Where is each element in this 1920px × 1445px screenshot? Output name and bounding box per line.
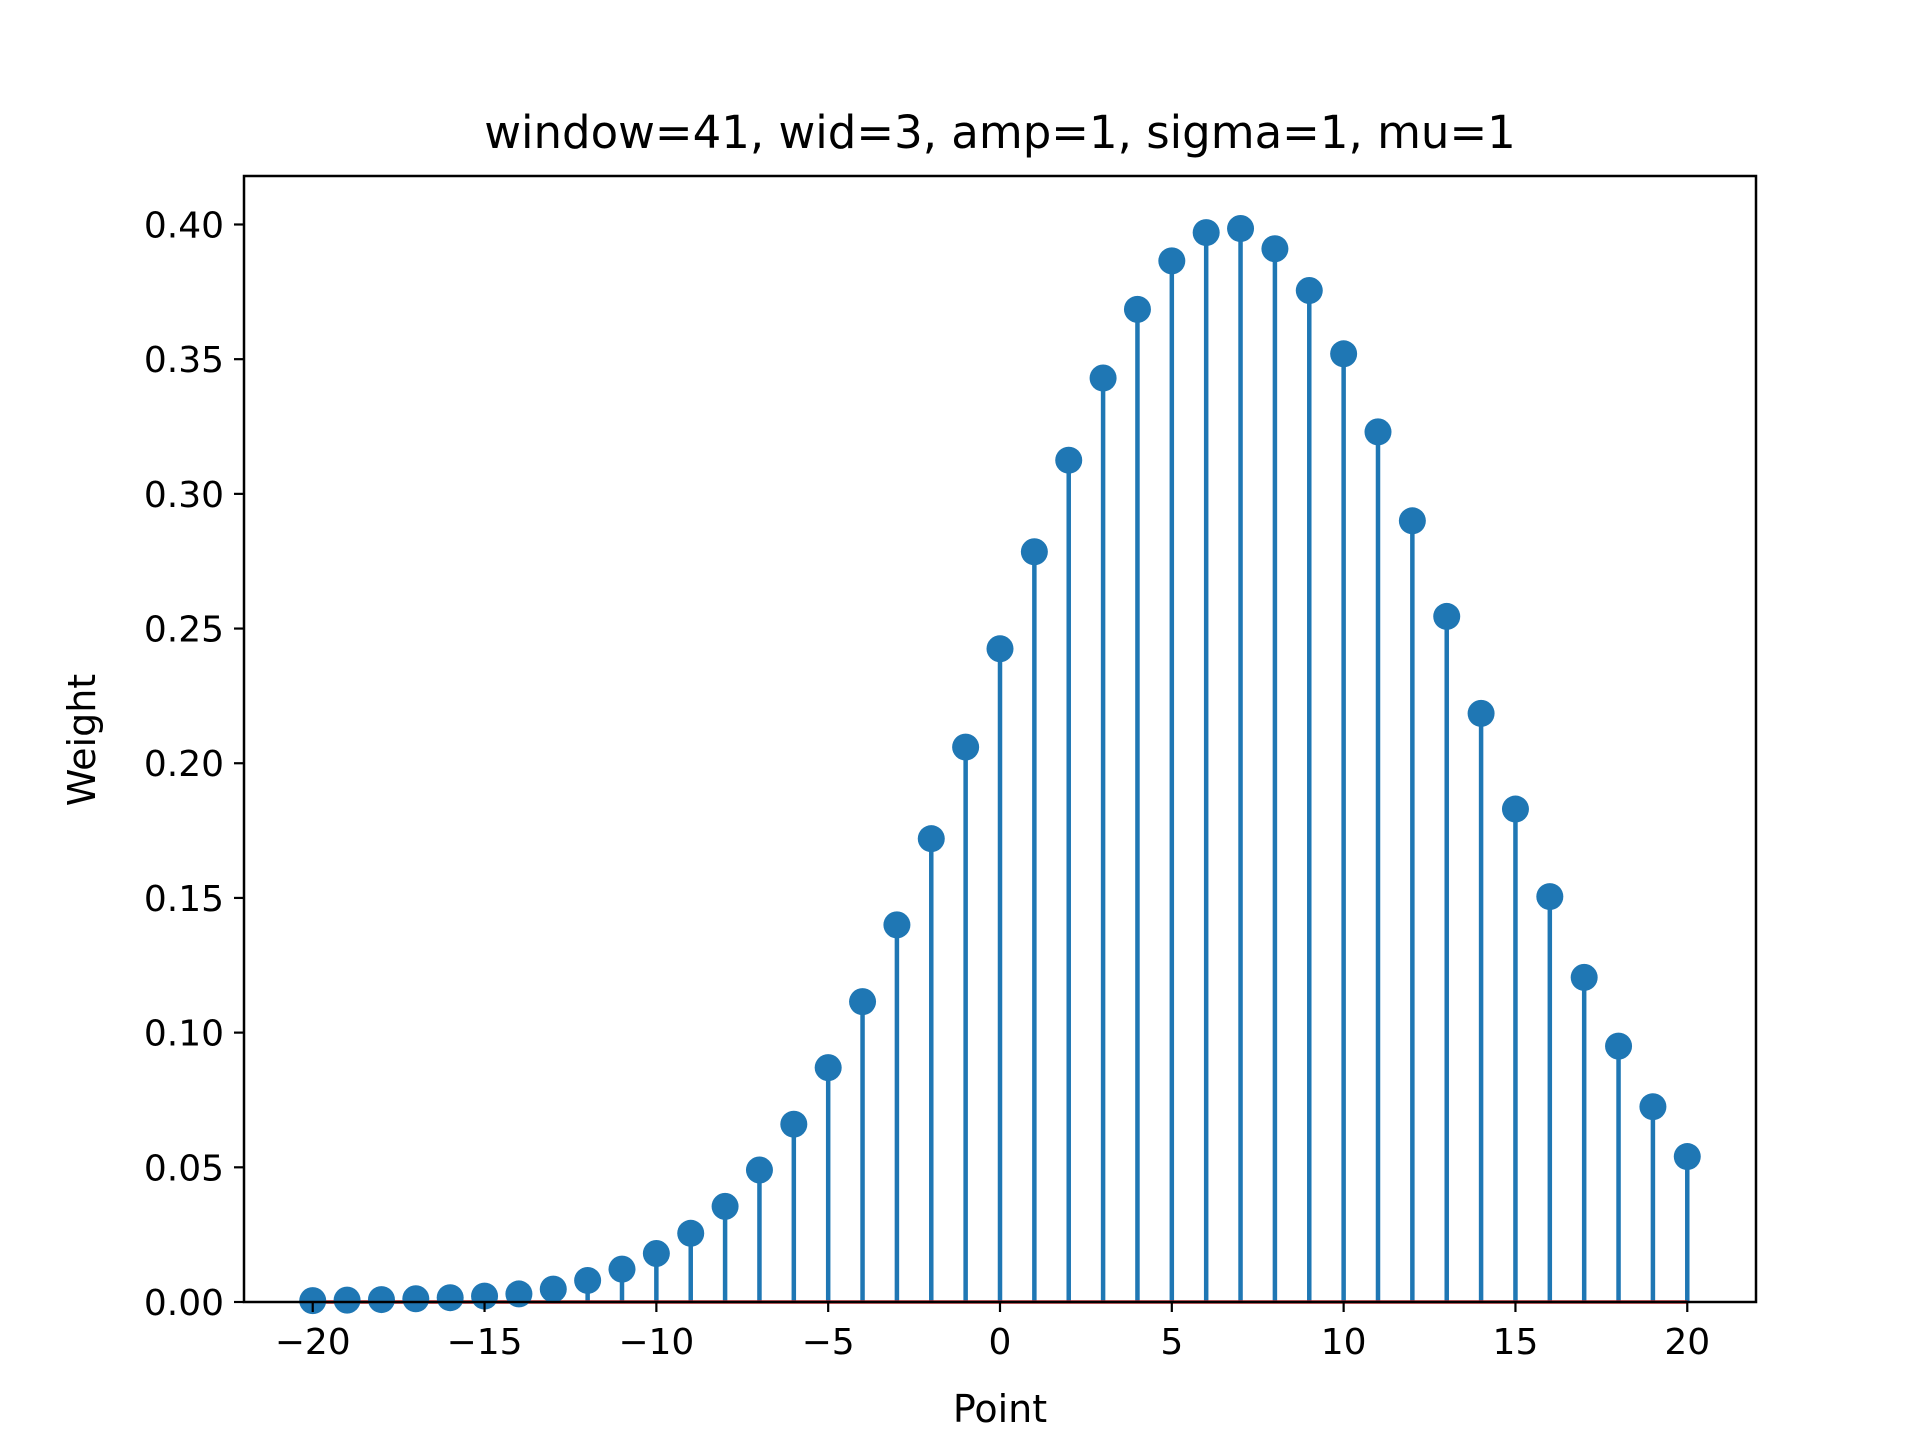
stem-marker	[745, 1156, 773, 1184]
stem-marker	[1639, 1093, 1667, 1121]
stem-marker	[333, 1286, 361, 1314]
markers-layer	[299, 215, 1701, 1315]
x-tick-label: 20	[1664, 1322, 1710, 1363]
stem-marker	[1673, 1143, 1701, 1171]
y-axis-label: Weight	[60, 674, 104, 806]
stem-marker	[505, 1280, 533, 1308]
stem-marker	[1330, 340, 1358, 368]
x-axis: −20 −15 −10 −5 0 5 10 15 20	[275, 1302, 1710, 1363]
stem-marker	[436, 1284, 464, 1312]
stem-marker	[1433, 602, 1461, 630]
stem-marker	[1192, 219, 1220, 247]
chart-title: window=41, wid=3, amp=1, sigma=1, mu=1	[484, 106, 1516, 159]
y-tick-label: 0.40	[144, 205, 224, 246]
stem-marker	[1261, 235, 1289, 263]
stem-marker	[608, 1255, 636, 1283]
y-axis: 0.00 0.05 0.10 0.15 0.20 0.25 0.30 0.35 0.40	[144, 205, 244, 1324]
stem-marker	[367, 1286, 395, 1314]
x-tick-label: −10	[618, 1322, 694, 1363]
stem-marker	[1227, 215, 1255, 243]
stem-marker	[1536, 883, 1564, 911]
y-tick-label: 0.25	[144, 610, 224, 651]
stem-marker	[1089, 364, 1117, 392]
stem-marker	[711, 1192, 739, 1220]
stem-marker	[574, 1266, 602, 1294]
stem-marker	[1020, 538, 1048, 566]
x-tick-label: −5	[802, 1322, 855, 1363]
stem-marker	[814, 1054, 842, 1082]
stem-marker	[1364, 418, 1392, 446]
stems-layer	[310, 228, 1690, 1302]
x-tick-label: 5	[1160, 1322, 1183, 1363]
stem-marker	[1570, 963, 1598, 991]
stem-marker	[1501, 795, 1529, 823]
y-tick-label: 0.15	[144, 879, 224, 920]
stem-marker	[1398, 507, 1426, 535]
stem-marker	[677, 1219, 705, 1247]
stem-marker	[1158, 247, 1186, 275]
x-tick-label: −20	[275, 1322, 351, 1363]
stem-marker	[986, 635, 1014, 663]
stem-marker	[642, 1240, 670, 1268]
x-tick-label: −15	[447, 1322, 523, 1363]
stem-marker	[1123, 295, 1151, 323]
y-tick-label: 0.30	[144, 475, 224, 516]
y-tick-label: 0.20	[144, 744, 224, 785]
x-tick-label: 15	[1493, 1322, 1539, 1363]
stem-marker	[1605, 1032, 1633, 1060]
y-tick-label: 0.05	[144, 1148, 224, 1189]
stem-marker	[1295, 276, 1323, 304]
x-axis-label: Point	[953, 1387, 1047, 1431]
stem-marker	[849, 988, 877, 1016]
stem-marker	[1467, 699, 1495, 727]
stem-marker	[1055, 446, 1083, 474]
stem-marker	[952, 733, 980, 761]
stem-marker	[917, 825, 945, 853]
x-tick-label: 10	[1321, 1322, 1367, 1363]
stem-marker	[539, 1275, 567, 1303]
x-tick-label: 0	[989, 1322, 1012, 1363]
stem-marker	[883, 911, 911, 939]
y-tick-label: 0.35	[144, 340, 224, 381]
stem-marker	[780, 1110, 808, 1138]
stem-marker	[402, 1285, 430, 1313]
stem-marker	[299, 1287, 327, 1315]
y-tick-label: 0.00	[144, 1283, 224, 1324]
y-tick-label: 0.10	[144, 1014, 224, 1055]
